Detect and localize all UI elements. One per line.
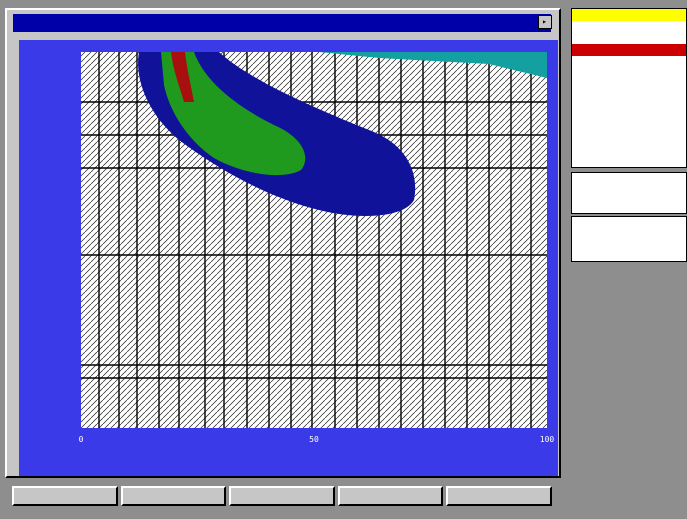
side-menu-item[interactable] bbox=[572, 125, 686, 137]
x-axis-ticks: 0 50 100 bbox=[79, 435, 555, 444]
side-menu-item[interactable] bbox=[572, 113, 686, 125]
function-key-3[interactable] bbox=[229, 486, 335, 506]
coordinates-title bbox=[576, 175, 682, 186]
stats-line bbox=[576, 232, 682, 244]
contour-level-green bbox=[161, 52, 306, 176]
stats-panel bbox=[571, 216, 687, 262]
side-menu-item[interactable] bbox=[572, 33, 686, 45]
stats-line bbox=[576, 220, 682, 232]
window-titlebar[interactable]: ▸ bbox=[13, 14, 552, 32]
side-menu-item[interactable] bbox=[572, 90, 686, 102]
side-menu-item[interactable] bbox=[572, 21, 686, 33]
contour-plot[interactable]: 0 50 100 bbox=[19, 40, 558, 476]
x-tick-label: 100 bbox=[540, 435, 555, 444]
coordinate-y bbox=[576, 197, 682, 208]
side-menu-item[interactable] bbox=[572, 102, 686, 114]
plot-window: ▸ 0 50 100 bbox=[5, 8, 561, 478]
function-key-5[interactable] bbox=[446, 486, 552, 506]
side-menu-item[interactable] bbox=[572, 56, 686, 68]
status-bar bbox=[8, 508, 628, 519]
side-menu-item[interactable] bbox=[572, 44, 686, 56]
function-key-1[interactable] bbox=[12, 486, 118, 506]
window-control-button[interactable]: ▸ bbox=[538, 15, 552, 29]
x-tick-label: 0 bbox=[79, 435, 84, 444]
side-menu-header bbox=[572, 9, 686, 21]
coordinate-x bbox=[576, 186, 682, 197]
contour-level-red bbox=[171, 52, 194, 102]
side-menu-item[interactable] bbox=[572, 79, 686, 91]
side-menu bbox=[571, 8, 687, 168]
function-key-bar bbox=[12, 486, 552, 506]
side-menu-item[interactable] bbox=[572, 67, 686, 79]
coordinates-panel bbox=[571, 172, 687, 214]
x-tick-label: 50 bbox=[309, 435, 319, 444]
contour-level-teal bbox=[319, 52, 547, 78]
function-key-4[interactable] bbox=[337, 486, 444, 506]
function-key-2[interactable] bbox=[120, 486, 227, 506]
plot-area[interactable]: 0 50 100 bbox=[19, 40, 558, 476]
side-menu-item[interactable] bbox=[572, 136, 686, 148]
stats-line bbox=[576, 244, 682, 256]
